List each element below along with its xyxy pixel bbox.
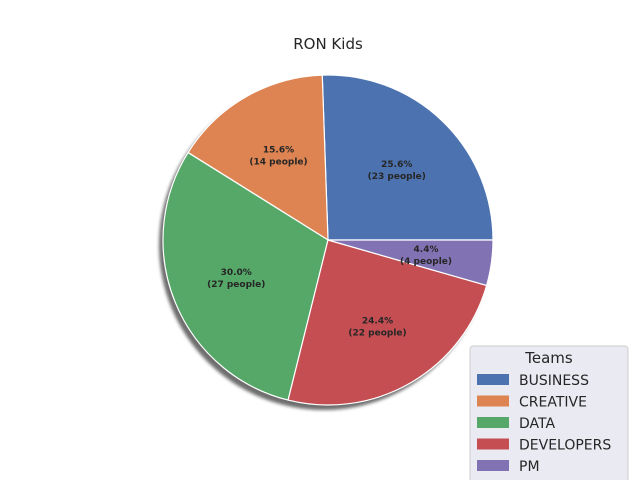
legend-title: Teams [524, 349, 573, 367]
slice-percent-label: 15.6% [263, 145, 294, 155]
legend-label-developers: DEVELOPERS [519, 438, 611, 454]
pie-slice-creative [187, 74, 329, 241]
pie-labels: 25.6% (23 people) 15.6% (14 people) 30.0% (27… [207, 145, 452, 338]
slice-count-label: (14 people) [249, 157, 307, 167]
slice-count-label: (4 people) [400, 257, 452, 267]
legend-swatch-data [477, 417, 509, 428]
pie-slices [162, 74, 494, 406]
slice-percent-label: 30.0% [221, 268, 252, 278]
slice-count-label: (27 people) [207, 280, 265, 290]
chart-title: RON Kids [293, 35, 363, 53]
pie-slice-data [162, 151, 329, 401]
legend-items: BUSINESS CREATIVE DATA DEVELOPERS PM [477, 373, 611, 475]
legend-swatch-creative [477, 395, 509, 407]
pie-slice-business [321, 74, 494, 241]
legend-swatch-developers [477, 438, 509, 450]
pie-slice-developers [287, 239, 488, 406]
legend-swatch-pm [477, 460, 509, 471]
legend-label-business: BUSINESS [519, 373, 589, 389]
slice-percent-label: 4.4% [414, 245, 439, 255]
legend-label-creative: CREATIVE [519, 395, 587, 411]
legend-label-data: DATA [519, 416, 555, 432]
slice-count-label: (22 people) [348, 329, 406, 339]
legend-swatch-business [477, 374, 509, 385]
slice-percent-label: 24.4% [362, 317, 393, 327]
legend-box [469, 345, 629, 480]
legend-label-pm: PM [519, 459, 540, 475]
legend: Teams BUSINESS CREATIVE DATA DEVELOPERS PM [469, 345, 629, 480]
slice-percent-label: 25.6% [381, 160, 412, 170]
slice-count-label: (23 people) [368, 172, 426, 182]
pie-slice-pm [327, 239, 494, 287]
